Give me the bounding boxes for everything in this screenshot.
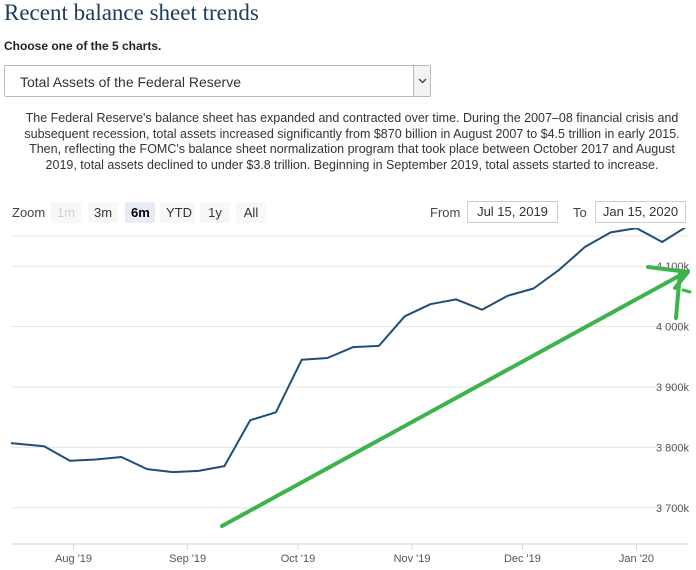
chart-select-value: Total Assets of the Federal Reserve [20,74,241,90]
annotation-arrowhead [646,265,690,290]
annotation-vertical-stroke [674,270,682,320]
x-tick-label-5: Jan '20 [619,553,654,565]
annotation-short-stroke [681,288,692,294]
x-tick-label-0: Aug '19 [55,553,92,565]
x-tick-label-4: Dec '19 [504,553,541,565]
range-from-label: From [430,205,461,220]
zoom-all-button[interactable]: All [236,202,266,223]
x-axis: Aug '19 Sep '19 Oct '19 Nov '19 Dec '19 Jan '… [11,543,688,565]
zoom-label: Zoom [12,205,46,220]
x-tick-label-1: Sep '19 [169,553,206,565]
page-title: Recent balance sheet trends [4,0,259,25]
y-tick-label-1: 3 800k [656,442,690,454]
zoom-6m-button[interactable]: 6m [125,202,155,223]
range-from-input[interactable]: Jul 15, 2019 [467,201,558,223]
y-tick-label-3: 4 000k [656,322,690,334]
annotation-arrow-line [220,269,690,528]
chart-select-dropdown[interactable]: Total Assets of the Federal Reserve [4,65,431,97]
zoom-3m-button[interactable]: 3m [88,202,118,223]
hand-drawn-annotation [220,265,692,528]
total-assets-series-line [10,228,687,474]
grid-lines [11,235,688,509]
chart-description: The Federal Reserve's balance sheet has … [24,111,680,172]
x-tick-label-2: Oct '19 [281,553,316,565]
range-to-input[interactable]: Jan 15, 2020 [595,201,686,223]
x-tick-label-3: Nov '19 [394,553,431,565]
y-tick-label-0: 3 700k [656,503,690,515]
y-tick-label-2: 3 900k [656,382,690,394]
range-to-label: To [573,205,587,220]
chevron-down-icon[interactable] [413,66,430,96]
zoom-ytd-button[interactable]: YTD [160,202,195,223]
zoom-1m-button[interactable]: 1m [51,202,81,223]
chart-select-label: Choose one of the 5 charts. [4,39,162,53]
zoom-1y-button[interactable]: 1y [200,202,230,223]
